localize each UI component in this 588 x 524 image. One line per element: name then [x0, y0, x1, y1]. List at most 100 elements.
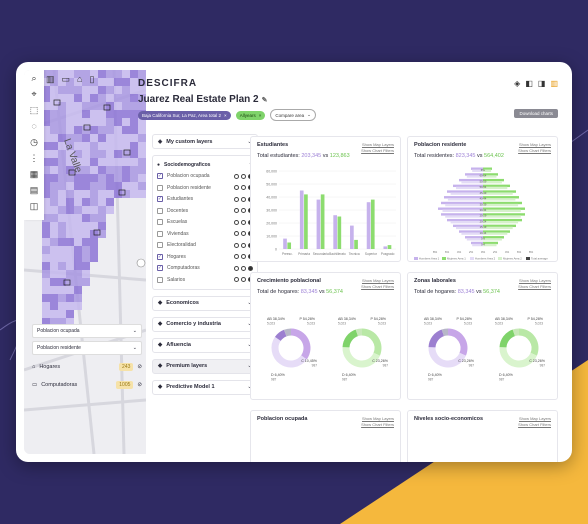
poi-marker[interactable]: [123, 149, 131, 156]
map-layer-select-2[interactable]: Poblacion residente ⌄: [32, 341, 142, 355]
show-chart-filters-link[interactable]: Show Chart Filters: [518, 148, 551, 153]
socio-header[interactable]: ● Sociodemograficos ⌃: [157, 159, 253, 171]
bar[interactable]: [459, 230, 483, 233]
info-icon[interactable]: [234, 196, 239, 202]
pie-slice[interactable]: [518, 328, 539, 356]
bar[interactable]: [471, 241, 483, 245]
grid-view-icon[interactable]: ▥: [550, 79, 558, 88]
bar[interactable]: [483, 190, 516, 193]
bar[interactable]: [465, 173, 483, 176]
poi-marker[interactable]: [68, 169, 76, 176]
eye-off-icon[interactable]: ⊘: [137, 382, 142, 388]
show-map-layers-link[interactable]: Show Map Layers: [361, 416, 394, 421]
bar[interactable]: [447, 218, 483, 222]
lasso-icon[interactable]: ◌: [31, 121, 37, 131]
bar[interactable]: [337, 216, 342, 250]
download-icon[interactable]: [241, 196, 246, 202]
bar[interactable]: [483, 230, 510, 233]
layer-row[interactable]: ✓ Computadoras: [157, 263, 253, 275]
download-icon[interactable]: [241, 242, 246, 248]
layer-row[interactable]: Salarios: [157, 274, 253, 286]
bar[interactable]: [366, 202, 371, 249]
pie-slice[interactable]: [428, 347, 466, 368]
download-icon[interactable]: [241, 185, 246, 191]
poi-marker[interactable]: [53, 99, 61, 106]
info-icon[interactable]: [234, 277, 239, 283]
poi-chip[interactable]: Allyears ×: [235, 110, 266, 120]
bar[interactable]: [316, 199, 321, 249]
pie-slice[interactable]: [342, 329, 359, 348]
show-chart-filters-link[interactable]: Show Chart Filters: [361, 284, 394, 289]
bar[interactable]: [483, 169, 492, 172]
chart-icon[interactable]: ▥: [46, 74, 55, 84]
info-icon[interactable]: [234, 173, 239, 179]
bar[interactable]: [483, 196, 519, 199]
bar[interactable]: [461, 181, 483, 184]
layer-row[interactable]: Docentes: [157, 205, 253, 217]
bar[interactable]: [483, 167, 492, 170]
layer-row[interactable]: ✓ Estudiantes: [157, 194, 253, 206]
layer-row[interactable]: Electoralidad: [157, 240, 253, 252]
info-icon[interactable]: [234, 185, 239, 191]
bar[interactable]: [441, 213, 483, 216]
bar[interactable]: [354, 239, 358, 249]
bar[interactable]: [472, 243, 483, 247]
pie-slice[interactable]: [271, 336, 307, 368]
bar[interactable]: [450, 221, 483, 224]
my-custom-layers[interactable]: ◈My custom layers ⌄: [152, 134, 258, 149]
bar[interactable]: [466, 175, 483, 178]
layer-checkbox[interactable]: [157, 230, 163, 237]
group-5[interactable]: ◆Predictive Model 1 ⌄: [152, 379, 258, 395]
show-map-layers-link[interactable]: Show Map Layers: [361, 142, 394, 147]
layer-row[interactable]: ✓ Hogares: [157, 251, 253, 263]
bar[interactable]: [483, 173, 498, 176]
bar[interactable]: [447, 190, 483, 193]
bar[interactable]: [483, 203, 519, 207]
bar[interactable]: [466, 238, 483, 241]
bar[interactable]: [456, 186, 483, 190]
bar[interactable]: [456, 226, 483, 230]
timer-icon[interactable]: ◷: [30, 136, 38, 147]
pie-slice[interactable]: [499, 347, 537, 368]
layer-row[interactable]: Viviendas: [157, 228, 253, 240]
bar[interactable]: [483, 218, 522, 222]
download-icon[interactable]: [241, 277, 246, 283]
bar[interactable]: [483, 238, 502, 241]
bar[interactable]: [283, 238, 287, 249]
bar[interactable]: [304, 194, 308, 249]
layer-row[interactable]: Escuelas: [157, 217, 253, 229]
poi-marker[interactable]: [93, 229, 101, 236]
info-icon[interactable]: [234, 219, 239, 225]
layer-checkbox[interactable]: [157, 276, 163, 283]
poi-marker[interactable]: [63, 279, 71, 286]
bar[interactable]: [483, 215, 521, 218]
bar[interactable]: [471, 167, 483, 170]
bar[interactable]: [370, 199, 375, 249]
layer-checkbox[interactable]: ✓: [157, 265, 163, 272]
pie-slice[interactable]: [361, 328, 382, 356]
pie-slice[interactable]: [447, 328, 468, 356]
bar[interactable]: [438, 207, 483, 210]
info-icon[interactable]: [234, 208, 239, 214]
doc-icon[interactable]: ▯: [89, 74, 95, 84]
pie-slice[interactable]: [512, 328, 520, 337]
pie-slice[interactable]: [290, 328, 311, 360]
bar[interactable]: [483, 221, 519, 224]
edit-icon[interactable]: ✎: [261, 97, 268, 104]
eye-off-icon[interactable]: ⊘: [137, 364, 142, 370]
bar[interactable]: [483, 175, 497, 178]
shop-icon[interactable]: ▭: [61, 74, 71, 84]
pie-slice[interactable]: [499, 329, 516, 348]
download-icon[interactable]: [241, 208, 246, 214]
bar[interactable]: [483, 232, 508, 235]
show-chart-filters-link[interactable]: Show Chart Filters: [518, 284, 551, 289]
bar[interactable]: [483, 198, 516, 201]
info-icon[interactable]: [234, 265, 239, 271]
panel-view-icon[interactable]: ◨: [537, 79, 546, 88]
pin-icon[interactable]: [248, 265, 253, 271]
bar[interactable]: [447, 198, 483, 201]
bar[interactable]: [483, 241, 498, 245]
pie-slice[interactable]: [428, 329, 445, 348]
search-icon[interactable]: ⌕: [31, 72, 37, 83]
info-icon[interactable]: [234, 231, 239, 237]
